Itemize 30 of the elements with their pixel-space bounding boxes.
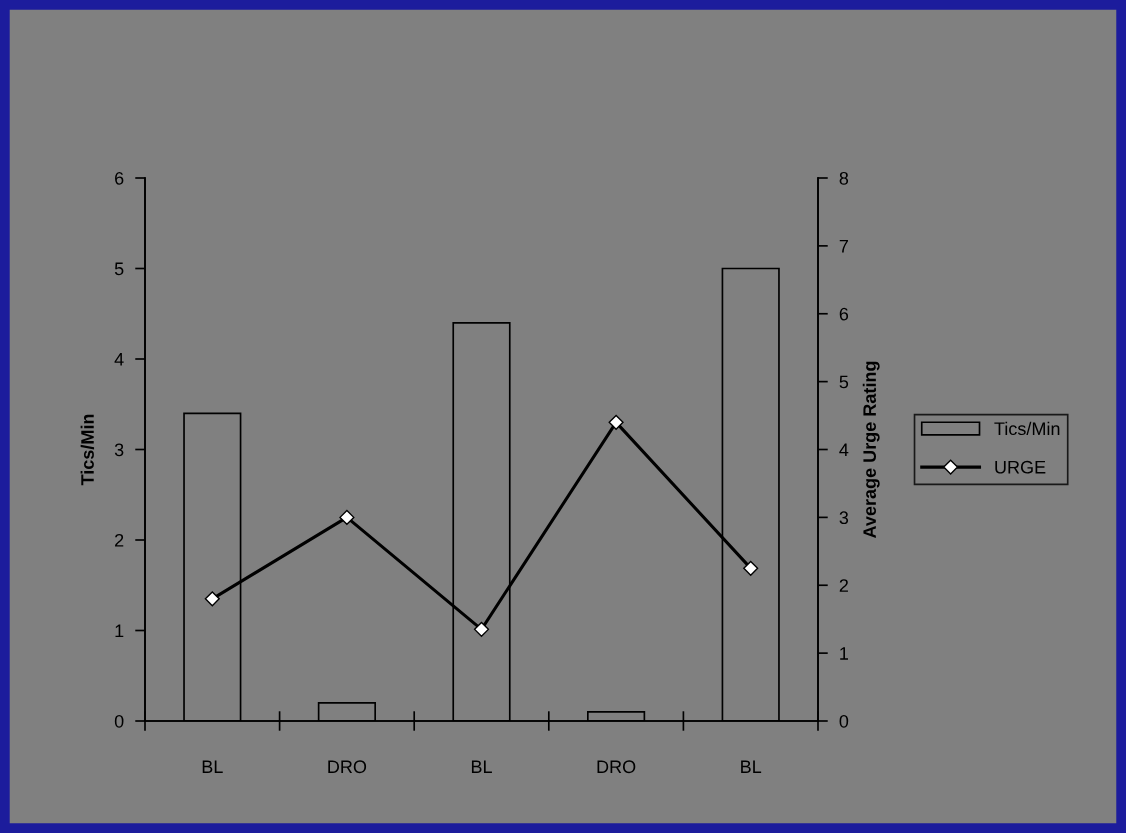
y2-axis-title: Average Urge Rating xyxy=(862,361,880,539)
y2-tick-label: 2 xyxy=(839,579,848,592)
y2-tick-label: 4 xyxy=(839,443,849,457)
y-tick-label: 3 xyxy=(114,443,124,457)
x-tick-label: BL xyxy=(471,760,492,773)
x-tick-label: DRO xyxy=(328,760,367,774)
y-tick-label: 5 xyxy=(114,262,124,276)
x-tick-label: DRO xyxy=(597,760,636,774)
x-tick-label: BL xyxy=(202,760,223,773)
point xyxy=(339,509,355,525)
y2-tick-label: 0 xyxy=(839,714,849,728)
point xyxy=(608,414,624,430)
y2-tick-label: 8 xyxy=(839,171,849,185)
legend-label: Tics/Min xyxy=(994,421,1060,436)
point xyxy=(743,560,759,576)
y-tick-label: 6 xyxy=(115,171,124,185)
y-axis-title: Tics/Min xyxy=(80,414,95,486)
y-tick-label: 2 xyxy=(115,533,124,547)
y2-tick-label: 7 xyxy=(839,240,848,253)
y2-tick-label: 6 xyxy=(839,307,849,321)
y2-tick-label: 5 xyxy=(839,375,849,389)
y-tick-label: 4 xyxy=(114,353,124,366)
x-tick-label: BL xyxy=(741,760,762,773)
y2-tick-label: 3 xyxy=(839,511,849,525)
point xyxy=(473,621,490,637)
point xyxy=(204,591,220,607)
y-tick-label: 0 xyxy=(114,714,124,728)
y2-tick-label: 1 xyxy=(840,647,848,660)
legend-label: URGE xyxy=(995,460,1046,474)
y-tick-label: 1 xyxy=(115,624,124,638)
